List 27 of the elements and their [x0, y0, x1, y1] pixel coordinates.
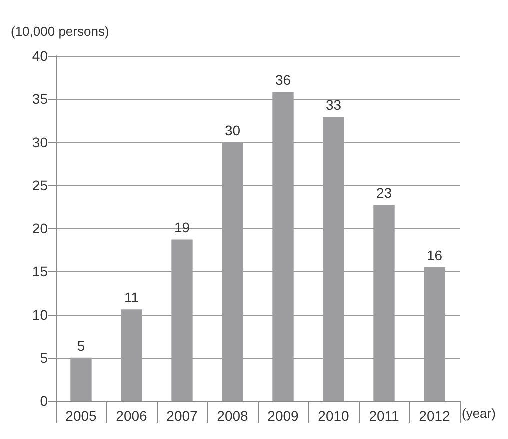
data-label: 36 [275, 72, 292, 88]
x-tick-label: 2005 [66, 408, 98, 424]
data-label: 30 [224, 122, 241, 138]
y-tick-label: 5 [40, 350, 48, 366]
data-label: 19 [174, 220, 190, 236]
x-tick-label: 2009 [268, 408, 300, 424]
data-label: 11 [124, 290, 140, 306]
y-tick-label: 10 [32, 306, 48, 323]
data-label: 33 [326, 97, 342, 114]
x-axis-title: (year) [462, 406, 496, 421]
y-tick-label: 0 [40, 393, 48, 409]
x-tick-label: 2008 [217, 408, 249, 424]
y-tick-label: 30 [32, 134, 48, 150]
y-tick-label: 35 [32, 91, 48, 108]
y-axis-title: (10,000 persons) [11, 24, 110, 39]
y-tick-label: 25 [32, 177, 48, 194]
y-tick-label: 15 [32, 264, 48, 280]
y-tick-label: 20 [32, 220, 48, 236]
data-label: 23 [376, 185, 392, 202]
data-label: 16 [426, 247, 443, 264]
x-tick-label: 2011 [369, 408, 400, 424]
x-tick-label: 2006 [116, 408, 148, 424]
x-tick-label: 2010 [318, 408, 350, 424]
x-tick-label: 2012 [419, 408, 451, 424]
y-tick-label: 40 [32, 48, 48, 64]
x-tick-label: 2007 [166, 408, 198, 424]
data-label: 5 [77, 338, 86, 354]
